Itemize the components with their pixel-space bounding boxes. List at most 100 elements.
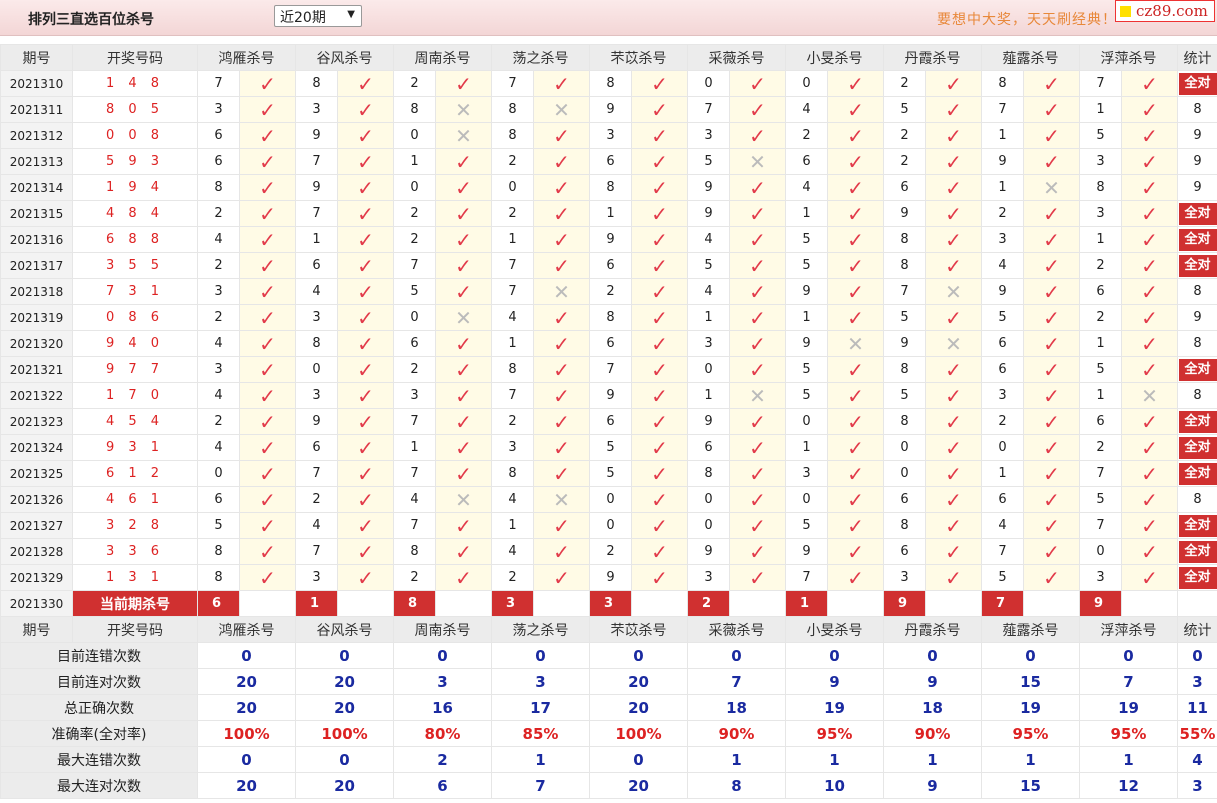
stat-value: 0	[295, 642, 394, 669]
stat-value: 90%	[883, 720, 982, 747]
site-logo[interactable]: cz89.com	[1115, 0, 1215, 22]
check-icon: ✓	[239, 122, 296, 149]
check-icon: ✓	[631, 278, 688, 305]
kill-number-cell: 3	[589, 122, 632, 149]
stat-value: 0	[1177, 642, 1217, 669]
header-draw: 开奖号码	[72, 616, 198, 643]
period-cell: 2021317	[0, 252, 73, 279]
kill-number-cell: 5	[981, 564, 1024, 591]
kill-number-cell: 0	[589, 512, 632, 539]
current-kill-number: 8	[393, 590, 436, 617]
kill-number-cell: 6	[295, 252, 338, 279]
kill-number-cell: 4	[981, 252, 1024, 279]
kill-number-cell: 5	[883, 382, 926, 409]
stat-row: 准确率(全对率) 100% 100% 80% 85% 100% 90% 95% 90% 95% 95…	[0, 720, 1217, 747]
check-icon: ✓	[533, 330, 590, 357]
check-icon: ✓	[239, 356, 296, 383]
kill-number-cell: 5	[785, 226, 828, 253]
kill-number-cell: 0	[883, 460, 926, 487]
kill-number-cell: 0	[785, 70, 828, 97]
kill-number-cell: 1	[393, 434, 436, 461]
kill-number-cell: 3	[687, 330, 730, 357]
check-icon: ✓	[1023, 486, 1080, 513]
all-correct-badge: 全对	[1178, 358, 1217, 381]
kill-number-cell: 4	[197, 226, 240, 253]
cross-icon: ✕	[729, 148, 786, 175]
empty-cell	[337, 590, 394, 617]
kill-number-cell: 4	[393, 486, 436, 513]
kill-number-cell: 8	[295, 330, 338, 357]
table-row: 2021327 3 2 8 5 ✓ 4 ✓ 7 ✓ 1 ✓ 0 ✓ 0 ✓ 5 ✓ 8 ✓ 4 ✓ 7 ✓ 全对	[0, 512, 1217, 539]
period-cell: 2021315	[0, 200, 73, 227]
check-icon: ✓	[827, 122, 884, 149]
check-icon: ✓	[827, 382, 884, 409]
kill-number-cell: 1	[589, 200, 632, 227]
check-icon: ✓	[827, 512, 884, 539]
period-cell: 2021322	[0, 382, 73, 409]
kill-number-cell: 6	[883, 174, 926, 201]
table-row: 2021323 4 5 4 2 ✓ 9 ✓ 7 ✓ 2 ✓ 6 ✓ 9 ✓ 0 ✓ 8 ✓ 2 ✓ 6 ✓ 全对	[0, 408, 1217, 435]
stat-cell: 全对	[1177, 512, 1217, 539]
check-icon: ✓	[631, 434, 688, 461]
kill-number-cell: 9	[295, 408, 338, 435]
kill-number-cell: 2	[785, 122, 828, 149]
check-icon: ✓	[729, 252, 786, 279]
current-kill-number: 9	[883, 590, 926, 617]
check-icon: ✓	[533, 460, 590, 487]
kill-number-cell: 2	[981, 200, 1024, 227]
check-icon: ✓	[631, 122, 688, 149]
stat-value: 6	[393, 772, 492, 799]
check-icon: ✓	[925, 70, 982, 97]
kill-number-cell: 2	[883, 122, 926, 149]
kill-number-cell: 5	[1079, 122, 1122, 149]
stat-label: 目前连对次数	[0, 668, 198, 695]
check-icon: ✓	[533, 122, 590, 149]
stat-cell: 全对	[1177, 434, 1217, 461]
kill-number-cell: 1	[295, 226, 338, 253]
check-icon: ✓	[729, 512, 786, 539]
period-range-select[interactable]: 近20期 ▼	[274, 5, 362, 27]
kill-number-cell: 1	[1079, 382, 1122, 409]
check-icon: ✓	[1121, 174, 1178, 201]
kill-number-cell: 5	[785, 356, 828, 383]
check-icon: ✓	[827, 278, 884, 305]
check-icon: ✓	[337, 460, 394, 487]
check-icon: ✓	[729, 278, 786, 305]
check-icon: ✓	[239, 148, 296, 175]
check-icon: ✓	[827, 356, 884, 383]
current-kill-number: 1	[295, 590, 338, 617]
kill-number-cell: 5	[981, 304, 1024, 331]
kill-number-cell: 3	[1079, 200, 1122, 227]
table-row: 2021311 8 0 5 3 ✓ 3 ✓ 8 ✕ 8 ✕ 9 ✓ 7 ✓ 4 ✓ 5 ✓ 7 ✓ 1 ✓ 8	[0, 96, 1217, 123]
slogan: 要想中大奖，天天刷经典！	[937, 12, 1117, 28]
stat-value: 3	[1177, 772, 1217, 799]
stat-value: 9	[785, 668, 884, 695]
stat-cell: 全对	[1177, 252, 1217, 279]
draw-number-cell: 7 3 1	[72, 278, 198, 305]
kill-number-cell: 5	[687, 148, 730, 175]
check-icon: ✓	[631, 564, 688, 591]
kill-number-cell: 2	[197, 252, 240, 279]
check-icon: ✓	[631, 148, 688, 175]
all-correct-badge: 全对	[1178, 72, 1217, 95]
check-icon: ✓	[631, 460, 688, 487]
period-cell: 2021329	[0, 564, 73, 591]
draw-number-cell: 6 8 8	[72, 226, 198, 253]
kill-number-cell: 6	[589, 252, 632, 279]
check-icon: ✓	[435, 200, 492, 227]
kill-number-cell: 3	[393, 382, 436, 409]
stat-value: 18	[687, 694, 786, 721]
check-icon: ✓	[631, 174, 688, 201]
draw-number-cell: 4 5 4	[72, 408, 198, 435]
draw-number-cell: 8 0 5	[72, 96, 198, 123]
kill-number-cell: 7	[687, 96, 730, 123]
period-cell: 2021312	[0, 122, 73, 149]
stat-value: 20	[295, 772, 394, 799]
check-icon: ✓	[631, 356, 688, 383]
kill-number-cell: 7	[1079, 460, 1122, 487]
check-icon: ✓	[239, 226, 296, 253]
cross-icon: ✕	[729, 382, 786, 409]
kill-number-cell: 7	[883, 278, 926, 305]
kill-number-cell: 9	[295, 174, 338, 201]
header-predictor: 鸿雁杀号	[197, 616, 296, 643]
